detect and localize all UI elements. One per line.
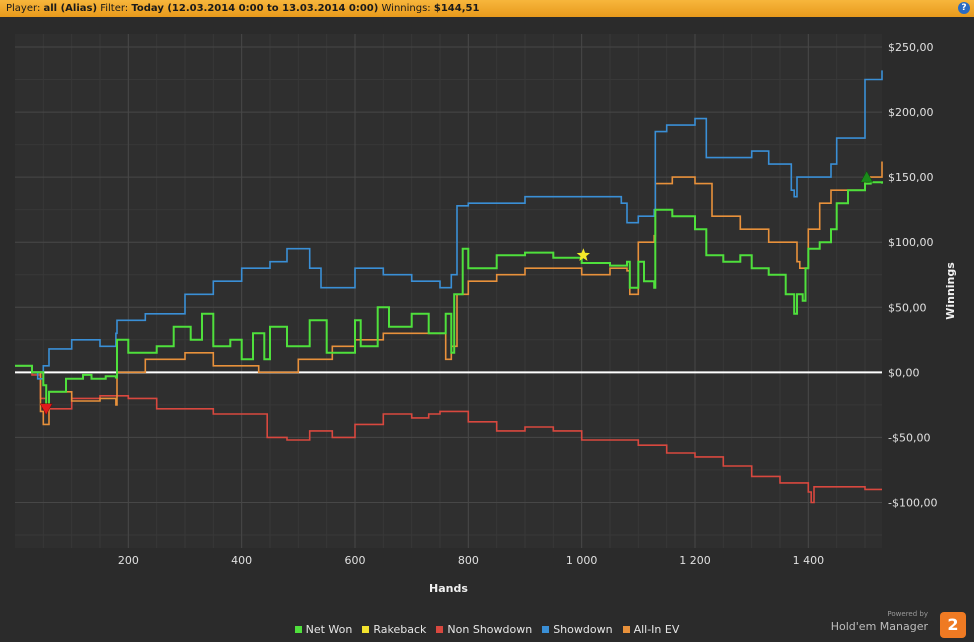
legend-swatch [294, 625, 302, 633]
winnings-chart: 200 400 600 800 1 000 1 200 1 400 $250,00 $200,0… [15, 34, 957, 595]
y-tick-label: $100,00 [888, 236, 934, 249]
y-tick-label: $150,00 [888, 171, 934, 184]
winnings-value: $144,51 [433, 3, 480, 14]
chart-legend: Net Won Rakeback Non Showdown Showdown All-I… [0, 621, 974, 637]
x-tick-label: 1 400 [793, 554, 825, 567]
x-tick-label: 1 000 [566, 554, 598, 567]
legend-item[interactable]: All-In EV [622, 622, 680, 636]
plot-area [15, 34, 882, 548]
legend-label: Showdown [553, 622, 613, 636]
legend-item[interactable]: Net Won [294, 622, 353, 636]
series-line-net-won [15, 181, 883, 406]
x-tick-label: 800 [458, 554, 479, 567]
y-tick-label: $250,00 [888, 41, 934, 54]
x-axis-label: Hands [429, 582, 468, 595]
y-axis-label: Winnings [944, 262, 957, 320]
series-line-showdown [15, 70, 883, 380]
y-tick-label: -$100,00 [888, 496, 937, 509]
star-marker [576, 248, 590, 261]
legend-item[interactable]: Showdown [542, 622, 613, 636]
y-tick-label: $50,00 [888, 301, 927, 314]
series-line-all-in-ev [15, 161, 883, 426]
y-tick-label: -$50,00 [888, 431, 930, 444]
x-tick-label: 1 200 [679, 554, 711, 567]
x-tick-label: 600 [345, 554, 366, 567]
brand-name: Hold'em Manager [830, 620, 928, 633]
x-tick-label: 200 [118, 554, 139, 567]
legend-label: Net Won [305, 622, 353, 636]
legend-label: Rakeback [373, 622, 427, 636]
filter-label: Filter: [100, 3, 129, 14]
player-label: Player: [6, 3, 41, 14]
min-marker [39, 403, 53, 416]
legend-item[interactable]: Non Showdown [436, 623, 532, 636]
x-tick-label: 400 [231, 554, 252, 567]
hm2-logo-icon: 2 [940, 612, 966, 638]
holdem-manager-brand: Powered by Hold'em Manager 2 [826, 610, 966, 638]
winnings-label: Winnings: [381, 3, 431, 14]
legend-label: Non Showdown [447, 622, 533, 636]
filter-header-bar: Player: all (Alias) Filter: Today (12.03… [0, 0, 974, 17]
legend-item[interactable]: Rakeback [362, 623, 426, 636]
series-line-non-showdown [15, 365, 882, 504]
help-icon[interactable]: ? [958, 2, 970, 14]
y-tick-label: $200,00 [888, 106, 934, 119]
legend-label: All-In EV [633, 622, 680, 636]
legend-swatch [362, 625, 370, 633]
player-value: all (Alias) [43, 3, 98, 14]
legend-swatch [542, 625, 550, 633]
powered-by-text: Powered by [887, 610, 928, 618]
legend-swatch [436, 625, 444, 633]
max-marker [860, 170, 874, 183]
legend-swatch [622, 625, 630, 633]
filter-value: Today (12.03.2014 0:00 to 13.03.2014 0:0… [131, 3, 379, 14]
y-tick-label: $0,00 [888, 366, 920, 379]
